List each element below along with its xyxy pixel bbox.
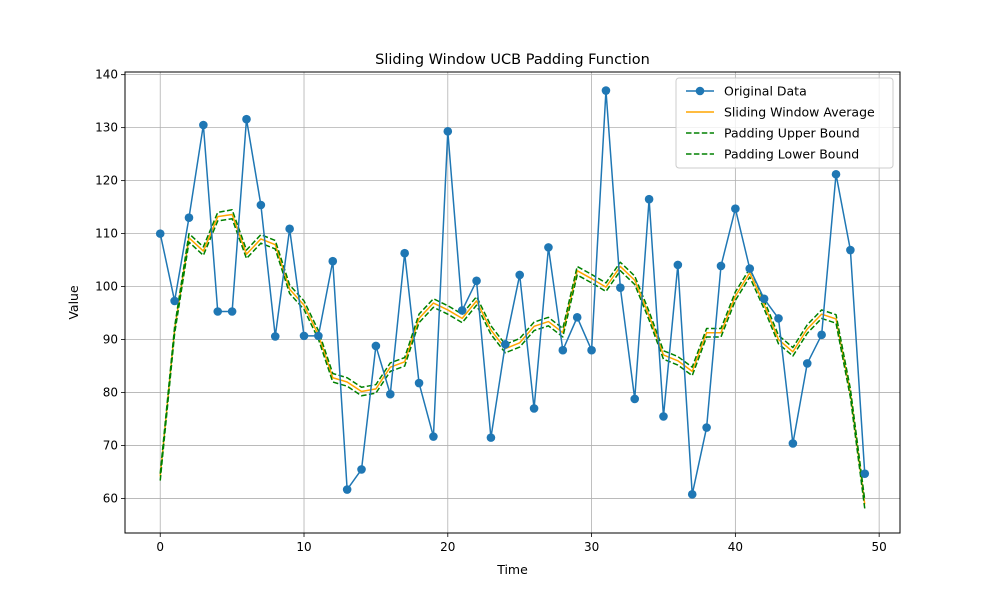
original-data-point xyxy=(644,194,654,204)
original-data-point xyxy=(371,341,381,351)
y-tick-label: 140 xyxy=(95,68,118,82)
x-tick-label: 50 xyxy=(872,540,887,554)
original-data-point xyxy=(184,213,194,223)
plot-frame xyxy=(124,71,901,534)
legend-label-padding-lower-bound: Padding Lower Bound xyxy=(724,147,859,162)
original-data-point xyxy=(558,345,568,355)
legend-label-original-data: Original Data xyxy=(724,84,807,99)
y-tick-label: 120 xyxy=(95,174,118,188)
legend-label-sliding-window-average: Sliding Window Average xyxy=(724,105,875,120)
y-tick-label: 90 xyxy=(103,333,118,347)
original-data-point xyxy=(285,224,294,234)
original-data-point xyxy=(759,294,769,304)
original-data-point xyxy=(385,389,395,399)
x-tick-label: 40 xyxy=(728,540,743,554)
y-tick-label: 70 xyxy=(103,439,118,453)
original-data-point xyxy=(544,243,553,252)
original-data-point xyxy=(831,169,841,179)
y-axis-label: Value xyxy=(66,285,81,320)
original-data-point xyxy=(846,245,855,255)
original-data-point xyxy=(702,423,711,432)
original-data-point xyxy=(486,433,496,442)
y-tick-label: 100 xyxy=(95,280,118,294)
original-data-point xyxy=(687,490,697,499)
x-axis-label: Time xyxy=(496,562,528,577)
original-data-point xyxy=(457,306,467,315)
original-data-point xyxy=(242,114,251,124)
x-tick-label: 10 xyxy=(296,540,311,554)
y-tick-label: 110 xyxy=(95,227,118,241)
original-data-point xyxy=(314,331,323,341)
y-tick-label: 60 xyxy=(103,492,118,506)
original-data-point xyxy=(227,307,237,316)
padding-lower-bound-line xyxy=(159,218,866,509)
original-data-point xyxy=(616,283,625,292)
original-data-point xyxy=(414,378,424,388)
original-data-point xyxy=(716,261,726,271)
series-layer xyxy=(155,86,870,509)
original-data-point xyxy=(170,296,179,306)
original-data-point xyxy=(443,127,453,136)
x-tick-label: 30 xyxy=(584,540,599,554)
original-data-point xyxy=(299,331,309,341)
original-data-point xyxy=(429,432,438,441)
x-tick-label: 0 xyxy=(156,540,164,554)
original-data-point xyxy=(659,412,668,421)
chart-title: Sliding Window UCB Padding Function xyxy=(375,52,650,68)
original-data-point xyxy=(587,345,596,355)
original-data-line xyxy=(159,89,866,496)
original-data-point xyxy=(788,439,798,448)
original-data-point xyxy=(342,485,352,494)
sliding-window-average-line xyxy=(159,213,866,505)
legend-label-padding-upper-bound: Padding Upper Bound xyxy=(724,126,860,141)
original-data-point xyxy=(601,86,611,95)
original-data-point xyxy=(515,270,524,280)
original-data-point xyxy=(256,200,266,210)
original-data-point xyxy=(529,404,539,413)
original-data-point xyxy=(501,340,510,349)
original-data-point xyxy=(860,469,870,478)
original-data-point xyxy=(774,314,783,323)
original-data-point xyxy=(155,229,165,238)
grid xyxy=(125,72,900,533)
original-data-point xyxy=(572,313,582,322)
original-data-point xyxy=(802,359,812,368)
original-data-point xyxy=(630,394,640,404)
original-data-point xyxy=(357,465,366,474)
x-tick-label: 20 xyxy=(440,540,455,554)
original-data-point xyxy=(673,260,683,270)
y-tick-label: 130 xyxy=(95,121,118,135)
original-data-point xyxy=(199,120,208,130)
legend-box xyxy=(675,77,894,169)
original-data-point xyxy=(731,204,740,214)
original-data-point xyxy=(472,276,481,286)
original-data-point xyxy=(745,264,755,273)
original-data-point xyxy=(213,307,223,316)
padding-upper-bound-line xyxy=(159,209,866,501)
y-tick-label: 80 xyxy=(103,386,118,400)
original-data-point xyxy=(817,330,826,340)
legend-marker-original-data xyxy=(695,86,705,96)
legend: Original Data Sliding Window Average Paddi… xyxy=(675,77,894,169)
original-data-point xyxy=(328,256,338,266)
axis-ticks: 0 10 20 30 40 50 60 70 80 90 100 110 120 130 140 xyxy=(95,68,887,554)
original-data-point xyxy=(270,332,280,341)
original-data-point xyxy=(400,248,409,258)
